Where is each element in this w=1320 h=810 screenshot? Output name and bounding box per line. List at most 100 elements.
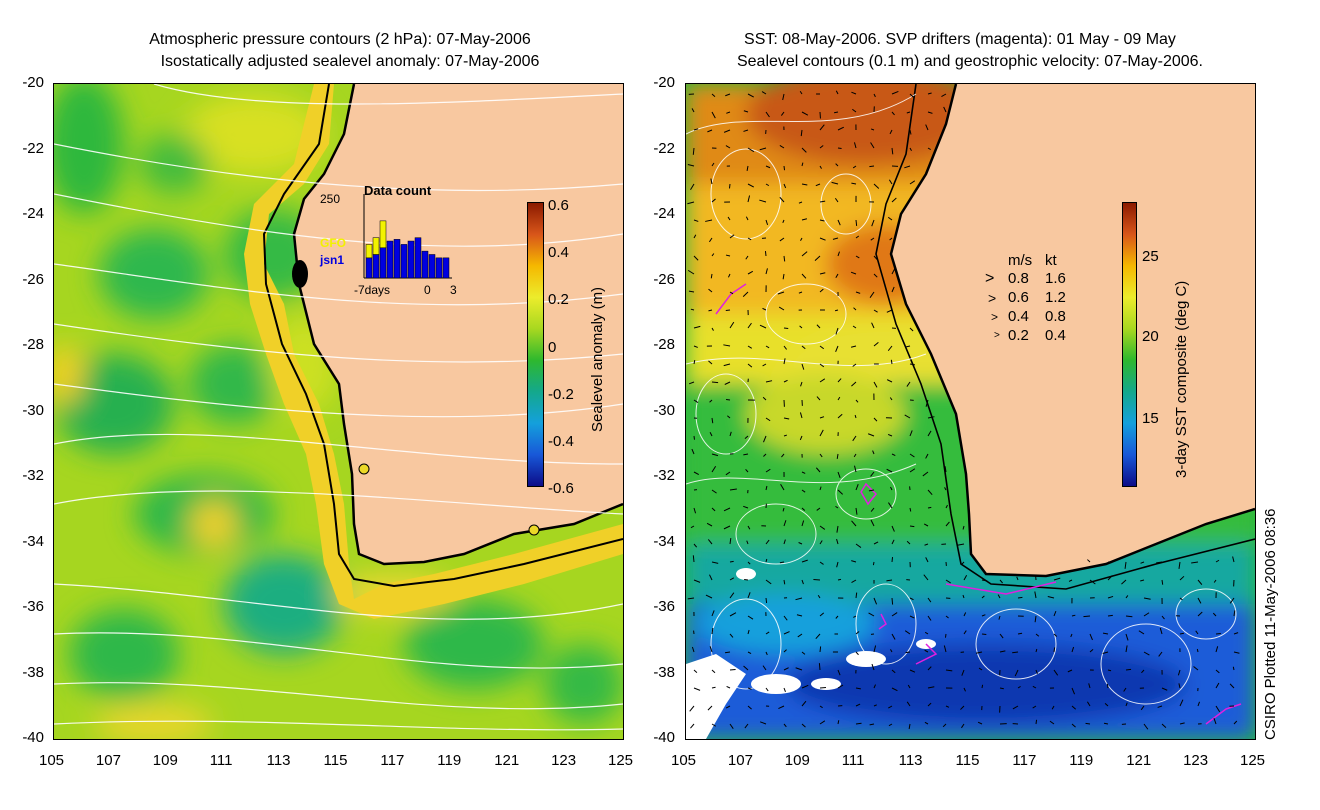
velocity-arrow bbox=[868, 489, 875, 492]
velocity-arrow bbox=[747, 322, 752, 329]
velocity-arrow bbox=[819, 165, 822, 169]
velocity-arrow bbox=[819, 705, 823, 709]
inset-bar-jsn1 bbox=[365, 257, 373, 279]
data-count-chart: Data count 250 GFO jsn1 -7days 0 3 bbox=[319, 183, 457, 297]
velocity-arrow bbox=[817, 594, 821, 599]
velocity-arrow bbox=[835, 90, 839, 95]
velocity-arrow bbox=[853, 142, 857, 149]
velocity-arrow bbox=[1053, 633, 1058, 637]
velocity-arrow bbox=[942, 723, 947, 728]
inset-title: Data count bbox=[364, 183, 432, 198]
sealevel-colorbar-tick: 0.4 bbox=[548, 244, 569, 262]
velocity-arrow bbox=[1125, 702, 1128, 707]
velocity-arrow bbox=[886, 379, 893, 383]
velocity-arrow bbox=[1213, 718, 1217, 725]
velocity-arrow bbox=[1051, 705, 1055, 710]
velocity-arrow bbox=[711, 627, 714, 635]
velocity-arrow bbox=[837, 684, 844, 689]
velocity-arrow bbox=[1157, 705, 1163, 708]
velocity-arrow bbox=[962, 594, 965, 599]
velocity-arrow bbox=[819, 237, 826, 241]
sealevel-colorbar-tick: 0 bbox=[548, 338, 557, 356]
velocity-arrow bbox=[799, 435, 803, 441]
velocity-arrow bbox=[852, 435, 857, 442]
velocity-arrow bbox=[1071, 687, 1076, 695]
velocity-arrow bbox=[1215, 669, 1220, 674]
velocity-arrow bbox=[891, 525, 895, 532]
velocity-arrow bbox=[819, 219, 825, 222]
velocity-arrow bbox=[747, 183, 755, 188]
velocity-arrow bbox=[1140, 705, 1145, 711]
velocity-arrow bbox=[888, 502, 893, 509]
inset-bar-jsn1 bbox=[435, 257, 443, 279]
velocity-arrow bbox=[711, 93, 716, 98]
right-x-axis-tick: 117 bbox=[1012, 752, 1037, 769]
velocity-arrow bbox=[801, 489, 806, 493]
velocity-arrow bbox=[1047, 596, 1055, 599]
right-title-line1: SST: 08-May-2006. SVP drifters (magenta)… bbox=[744, 31, 1176, 48]
velocity-arrow bbox=[961, 669, 965, 676]
velocity-arrow bbox=[783, 687, 786, 693]
velocity-arrow bbox=[816, 507, 821, 511]
velocity-arrow bbox=[904, 414, 911, 419]
velocity-arrow bbox=[1035, 719, 1038, 725]
velocity-arrow bbox=[977, 721, 983, 725]
sealevel-colorbar-tick: -0.2 bbox=[548, 385, 574, 403]
velocity-arrow bbox=[855, 219, 858, 226]
velocity-arrow bbox=[927, 615, 932, 621]
velocity-arrow bbox=[692, 147, 695, 155]
right-y-axis-tick: -36 bbox=[653, 598, 675, 615]
velocity-arrow bbox=[869, 723, 875, 726]
right-x-axis-tick: 107 bbox=[727, 752, 753, 769]
velocity-arrow bbox=[799, 325, 803, 329]
velocity-arrow bbox=[819, 288, 824, 293]
velocity-arrow bbox=[855, 703, 861, 707]
velocity-arrow bbox=[800, 381, 803, 387]
velocity-arrow bbox=[870, 471, 875, 477]
velocity-arrow bbox=[782, 219, 785, 224]
velocity-arrow bbox=[759, 147, 767, 151]
velocity-arrow bbox=[873, 645, 877, 653]
velocity-arrow bbox=[944, 466, 947, 473]
velocity-arrow bbox=[765, 111, 770, 118]
velocity-arrow bbox=[765, 631, 770, 635]
velocity-arrow bbox=[1071, 614, 1076, 617]
velocity-arrow bbox=[693, 219, 699, 222]
velocity-arrow bbox=[927, 666, 932, 671]
velocity-arrow bbox=[1161, 723, 1167, 728]
velocity-arrow bbox=[1102, 651, 1109, 654]
velocity-arrow bbox=[925, 453, 929, 459]
velocity-arrow bbox=[783, 417, 790, 420]
velocity-arrow bbox=[999, 650, 1006, 653]
velocity-arrow bbox=[1179, 597, 1183, 601]
velocity-arrow bbox=[981, 614, 986, 617]
velocity-arrow bbox=[998, 615, 1001, 620]
velocity-arrow bbox=[747, 147, 755, 153]
velocity-arrow bbox=[873, 381, 878, 388]
velocity-arrow bbox=[909, 129, 912, 135]
velocity-arrow bbox=[1233, 632, 1239, 635]
velocity-arrow bbox=[1195, 630, 1199, 635]
velocity-arrow bbox=[819, 486, 822, 491]
velocity-arrow bbox=[801, 111, 809, 116]
velocity-arrow bbox=[759, 324, 767, 329]
velocity-arrow bbox=[945, 521, 950, 527]
velocity-arrow bbox=[1143, 651, 1150, 656]
velocity-legend-row: > 0.4 0.8 bbox=[985, 308, 1080, 328]
velocity-arrow bbox=[1232, 666, 1235, 671]
velocity-arrow bbox=[729, 668, 736, 671]
velocity-arrow bbox=[819, 345, 825, 350]
velocity-arrow bbox=[765, 380, 773, 383]
velocity-arrow bbox=[747, 237, 752, 241]
velocity-arrow bbox=[927, 416, 935, 419]
velocity-arrow bbox=[853, 453, 857, 458]
right-y-axis-tick: -30 bbox=[653, 401, 675, 419]
velocity-arrow bbox=[888, 723, 893, 727]
velocity-arrow bbox=[906, 540, 911, 545]
velocity-arrow bbox=[851, 520, 857, 527]
velocity-arrow bbox=[963, 630, 967, 635]
velocity-arrow bbox=[796, 614, 803, 617]
velocity-arrow bbox=[782, 273, 785, 280]
velocity-arrow bbox=[837, 489, 844, 495]
sealevel-colorbar-tick: 0.2 bbox=[548, 291, 569, 309]
